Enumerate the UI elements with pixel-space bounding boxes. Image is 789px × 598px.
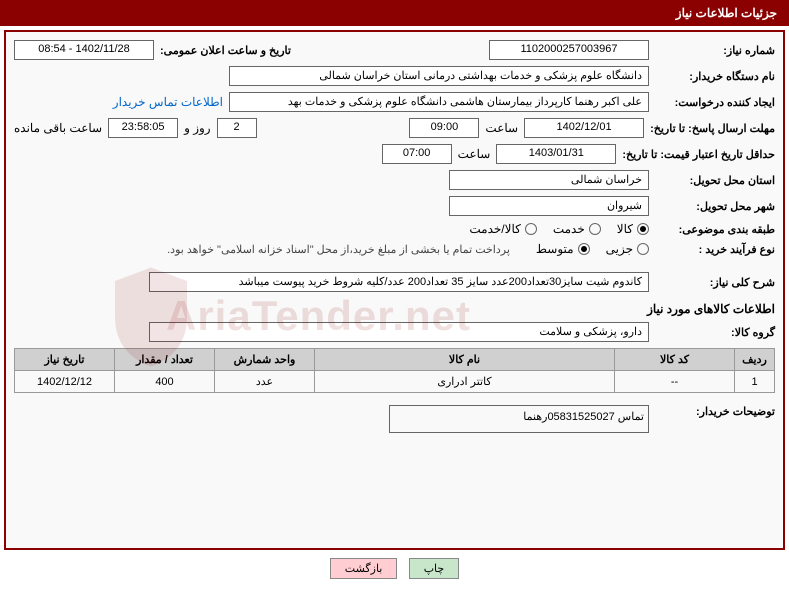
row-reply-deadline: مهلت ارسال پاسخ: تا تاریخ: 1402/12/01 سا… <box>14 118 775 138</box>
footer-buttons: چاپ بازگشت <box>0 558 789 579</box>
row-need-no: شماره نیاز: 1102000257003967 تاریخ و ساع… <box>14 40 775 60</box>
field-price-date: 1403/01/31 <box>496 144 616 164</box>
label-need-desc: شرح کلی نیاز: <box>655 276 775 289</box>
table-row: 1 -- کاتتر ادراری عدد 400 1402/12/12 <box>15 371 775 393</box>
radio-partial-label: جزیی <box>606 242 633 256</box>
label-time-left: ساعت باقی مانده <box>14 121 102 135</box>
td-row: 1 <box>735 371 775 393</box>
th-unit: واحد شمارش <box>215 349 315 371</box>
label-announce-dt: تاریخ و ساعت اعلان عمومی: <box>160 44 291 57</box>
label-price-valid: حداقل تاریخ اعتبار قیمت: تا تاریخ: <box>622 148 775 161</box>
field-need-no: 1102000257003967 <box>489 40 649 60</box>
th-name: نام کالا <box>315 349 615 371</box>
td-name: کاتتر ادراری <box>315 371 615 393</box>
print-button[interactable]: چاپ <box>409 558 460 579</box>
label-city: شهر محل تحویل: <box>655 200 775 213</box>
label-buyer-notes: توضیحات خریدار: <box>655 405 775 418</box>
row-province: استان محل تحویل: خراسان شمالی <box>14 170 775 190</box>
label-requester: ایجاد کننده درخواست: <box>655 96 775 109</box>
th-row: ردیف <box>735 349 775 371</box>
row-requester: ایجاد کننده درخواست: علی اکبر رهنما کارپ… <box>14 92 775 112</box>
field-countdown: 23:58:05 <box>108 118 178 138</box>
row-buyer-notes: توضیحات خریدار: تماس 05831525027رهنما <box>14 405 775 433</box>
row-purchase-type: نوع فرآیند خرید : جزیی متوسط پرداخت تمام… <box>14 242 775 256</box>
radio-medium[interactable] <box>578 243 590 255</box>
payment-note: پرداخت تمام یا بخشی از مبلغ خرید،از محل … <box>167 243 510 256</box>
row-price-valid: حداقل تاریخ اعتبار قیمت: تا تاریخ: 1403/… <box>14 144 775 164</box>
field-requester: علی اکبر رهنما کارپرداز بیمارستان هاشمی … <box>229 92 649 112</box>
label-time-2: ساعت <box>458 147 491 161</box>
field-city: شیروان <box>449 196 649 216</box>
radio-service-label: خدمت <box>553 222 585 236</box>
row-need-desc: شرح کلی نیاز: کاندوم شیت سایز30تعداد200ع… <box>14 272 775 292</box>
label-goods-group: گروه کالا: <box>655 326 775 339</box>
label-buyer-org: نام دستگاه خریدار: <box>655 70 775 83</box>
row-city: شهر محل تحویل: شیروان <box>14 196 775 216</box>
row-buyer-org: نام دستگاه خریدار: دانشگاه علوم پزشکی و … <box>14 66 775 86</box>
goods-info-title: اطلاعات کالاهای مورد نیاز <box>14 302 775 316</box>
field-announce-dt: 1402/11/28 - 08:54 <box>14 40 154 60</box>
label-time-1: ساعت <box>485 121 518 135</box>
td-unit: عدد <box>215 371 315 393</box>
radio-both-label: کالا/خدمت <box>469 222 520 236</box>
radio-goods[interactable] <box>637 223 649 235</box>
category-radio-group: کالا خدمت کالا/خدمت <box>469 222 649 236</box>
radio-goods-label: کالا <box>617 222 633 236</box>
field-province: خراسان شمالی <box>449 170 649 190</box>
field-need-desc: کاندوم شیت سایز30تعداد200عدد سایز 35 تعد… <box>149 272 649 292</box>
radio-partial[interactable] <box>637 243 649 255</box>
field-goods-group: دارو، پزشکی و سلامت <box>149 322 649 342</box>
label-category: طبقه بندی موضوعی: <box>655 223 775 236</box>
field-reply-time: 09:00 <box>409 118 479 138</box>
header-bar: جزئیات اطلاعات نیاز <box>0 0 789 26</box>
field-buyer-notes: تماس 05831525027رهنما <box>389 405 649 433</box>
th-qty: تعداد / مقدار <box>115 349 215 371</box>
radio-medium-label: متوسط <box>536 242 574 256</box>
header-title: جزئیات اطلاعات نیاز <box>676 6 777 20</box>
field-days-left: 2 <box>217 118 257 138</box>
field-price-time: 07:00 <box>382 144 452 164</box>
main-panel: AriaTender.net شماره نیاز: 1102000257003… <box>4 30 785 550</box>
label-province: استان محل تحویل: <box>655 174 775 187</box>
td-qty: 400 <box>115 371 215 393</box>
label-need-no: شماره نیاز: <box>655 44 775 57</box>
contact-link[interactable]: اطلاعات تماس خریدار <box>113 95 223 109</box>
table-header-row: ردیف کد کالا نام کالا واحد شمارش تعداد /… <box>15 349 775 371</box>
row-category: طبقه بندی موضوعی: کالا خدمت کالا/خدمت <box>14 222 775 236</box>
td-code: -- <box>615 371 735 393</box>
ptype-radio-group: جزیی متوسط <box>536 242 649 256</box>
radio-both[interactable] <box>525 223 537 235</box>
td-date: 1402/12/12 <box>15 371 115 393</box>
label-reply-deadline: مهلت ارسال پاسخ: تا تاریخ: <box>650 122 775 135</box>
label-purchase-type: نوع فرآیند خرید : <box>655 243 775 256</box>
goods-table: ردیف کد کالا نام کالا واحد شمارش تعداد /… <box>14 348 775 393</box>
field-reply-date: 1402/12/01 <box>524 118 644 138</box>
field-buyer-org: دانشگاه علوم پزشکی و خدمات بهداشتی درمان… <box>229 66 649 86</box>
label-days-and: روز و <box>184 121 211 135</box>
radio-service[interactable] <box>589 223 601 235</box>
back-button[interactable]: بازگشت <box>330 558 398 579</box>
th-code: کد کالا <box>615 349 735 371</box>
th-date: تاریخ نیاز <box>15 349 115 371</box>
row-goods-group: گروه کالا: دارو، پزشکی و سلامت <box>14 322 775 342</box>
